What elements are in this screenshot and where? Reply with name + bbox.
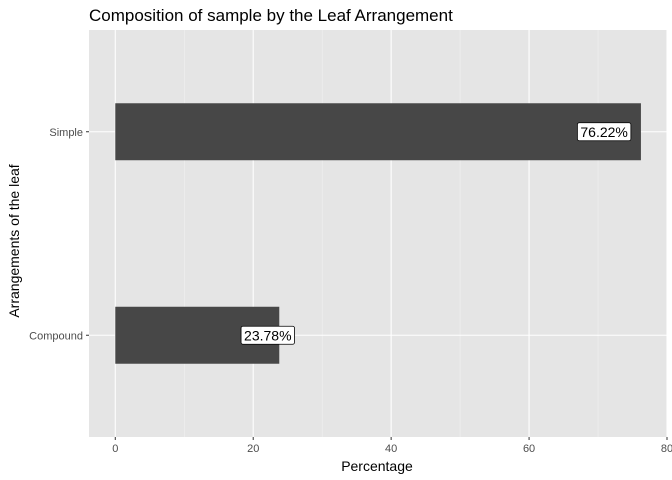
x-tick-label: 20 — [247, 443, 259, 455]
x-tick-label: 0 — [112, 443, 118, 455]
y-axis: Simple Compound — [29, 127, 89, 342]
bar-simple — [115, 103, 641, 161]
data-label-box — [576, 122, 632, 142]
x-tick-label: 60 — [523, 443, 535, 455]
data-labels: 76.22% 23.78% — [240, 122, 632, 345]
data-label-text: 76.22% — [580, 124, 627, 140]
chart-title: Composition of sample by the Leaf Arrang… — [89, 6, 453, 25]
x-axis: 0 20 40 60 80 — [112, 437, 672, 455]
data-label-compound: 23.78% — [240, 325, 295, 345]
y-tick-label: Compound — [29, 330, 83, 342]
y-tick-label: Simple — [49, 127, 83, 139]
x-tick-label: 80 — [661, 443, 672, 455]
x-tick-label: 40 — [385, 443, 397, 455]
data-label-text: 23.78% — [244, 327, 291, 343]
x-axis-title: Percentage — [341, 458, 413, 474]
data-label-simple: 76.22% — [576, 122, 632, 142]
data-label-box — [240, 325, 295, 345]
y-axis-title: Arrangements of the leaf — [6, 164, 22, 317]
plot-panel — [89, 30, 667, 437]
